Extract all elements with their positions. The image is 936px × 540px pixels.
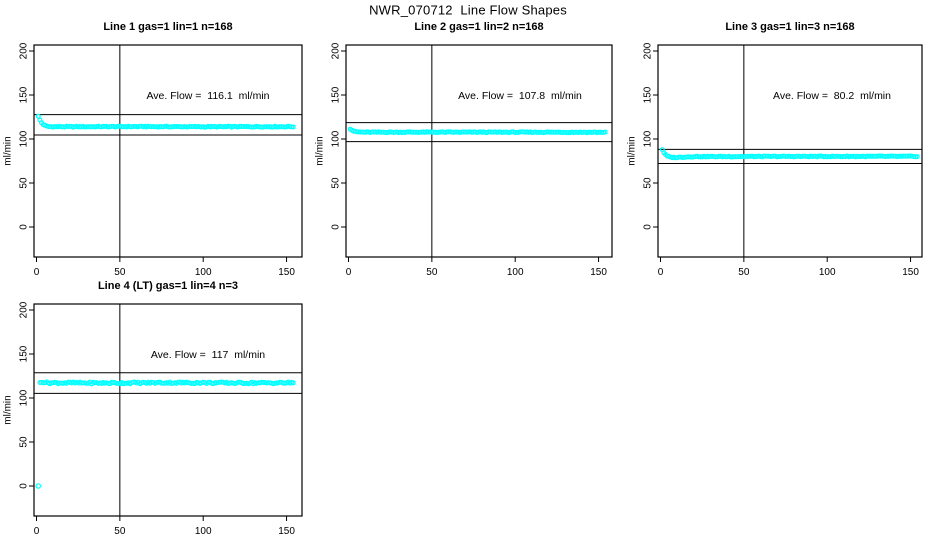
flow-data-points [35,379,296,489]
y-axis-tick-label: 0 [19,224,30,230]
y-axis-tick-label: 200 [331,42,342,59]
plot-frame [657,44,923,258]
subplot-line-3: 0 50 100 150 0 50 100 150 200 [643,42,923,278]
flow-data-points [659,147,920,161]
subplot-1-title: Line 1 gas=1 lin=1 n=168 [103,21,233,33]
y-axis-tick-label: 150 [643,86,654,103]
y-axis-tick-label: 100 [19,389,30,406]
y-axis-tick-label: 0 [19,483,30,489]
subplot-line-2: 0 50 100 150 0 50 100 150 200 [331,42,613,278]
x-axis-tick-label: 100 [819,267,836,278]
y-axis-tick-label: 0 [643,224,654,230]
x-axis-tick-label: 0 [34,267,40,278]
subplot-4-title: Line 4 (LT) gas=1 lin=4 n=3 [97,280,239,292]
y-axis-tick-label: 100 [643,130,654,147]
x-axis-tick-label: 150 [278,526,295,537]
x-axis-tick-label: 50 [114,267,126,278]
x-axis-tick-label: 150 [278,267,295,278]
subplot-2-avg-flow-label: Ave. Flow = 107.8 ml/min [458,90,582,102]
x-axis-tick-label: 50 [426,267,438,278]
plot-frame [345,44,613,258]
y-axis-tick-label: 150 [19,345,30,362]
subplot-line-4: 0 50 100 150 0 50 100 150 200 [19,301,303,537]
y-axis-tick-label: 50 [19,177,30,189]
x-axis-tick-label: 0 [658,267,664,278]
plot-frame [33,44,303,258]
subplot-2-title: Line 2 gas=1 lin=2 n=168 [414,21,544,33]
subplot-1-ylabel: ml/min [2,136,14,166]
x-axis-tick-label: 0 [346,267,352,278]
subplot-4-avg-flow-label: Ave. Flow = 117 ml/min [150,349,266,361]
data-point-marker [602,129,608,135]
subplot-4-ylabel: ml/min [2,395,14,425]
x-axis-tick-label: 150 [590,267,607,278]
outlier-point-marker [35,483,42,489]
y-axis-tick-label: 50 [19,436,30,448]
subplot-3-title: Line 3 gas=1 lin=3 n=168 [725,21,855,33]
y-axis-tick-label: 50 [331,177,342,189]
y-axis-tick-label: 200 [643,42,654,59]
y-axis-tick-label: 200 [19,301,30,318]
x-axis-tick-label: 150 [902,267,919,278]
subplot-line-1: 0 50 100 150 0 50 100 150 200 [19,42,303,278]
x-axis-tick-label: 50 [114,526,126,537]
flow-data-points [35,113,296,130]
y-axis-tick-label: 50 [643,177,654,189]
y-axis-tick-label: 150 [19,86,30,103]
x-axis-tick-label: 50 [738,267,750,278]
data-point-marker [914,154,920,160]
x-axis-tick-label: 100 [195,526,212,537]
subplot-3-ylabel: ml/min [626,136,638,166]
x-axis-tick-label: 100 [195,267,212,278]
data-point-marker [290,380,296,386]
y-axis-tick-label: 0 [331,224,342,230]
data-point-marker [290,124,296,130]
subplot-2-ylabel: ml/min [314,136,326,166]
flow-data-points [347,126,608,136]
x-axis-tick-label: 0 [34,526,40,537]
x-axis-tick-label: 100 [507,267,524,278]
figure-title: NWR_070712 Line Flow Shapes [369,2,567,18]
plot-frame [33,303,303,517]
y-axis-tick-label: 100 [19,130,30,147]
subplot-1-avg-flow-label: Ave. Flow = 116.1 ml/min [146,90,270,102]
subplot-3-avg-flow-label: Ave. Flow = 80.2 ml/min [773,90,891,102]
y-axis-tick-label: 150 [331,86,342,103]
y-axis-tick-label: 100 [331,130,342,147]
y-axis-tick-label: 200 [19,42,30,59]
